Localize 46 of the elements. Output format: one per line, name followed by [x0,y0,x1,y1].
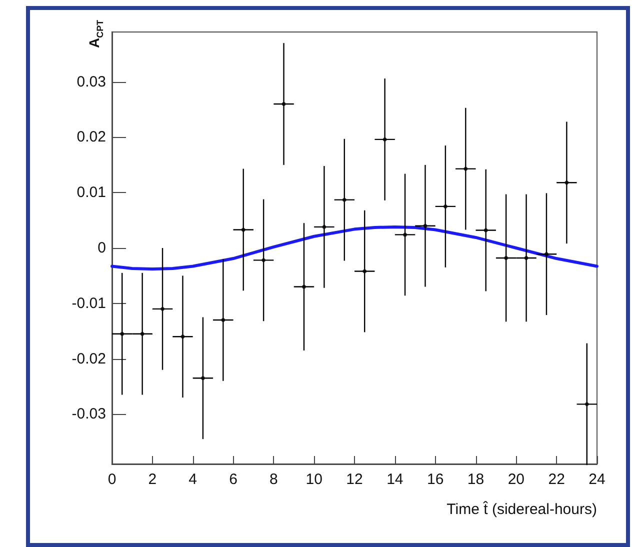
point [504,256,508,260]
x-tick-label: 14 [386,471,404,488]
point [322,224,326,229]
y-tick-label: -0.02 [72,350,106,368]
point [302,284,306,289]
point [382,137,387,142]
point [342,198,346,202]
x-tick-label: 0 [108,471,116,488]
y-tick-label: -0.01 [72,294,106,312]
x-tick-label: 8 [269,471,278,488]
point [241,228,246,232]
y-tick-label: 0.02 [76,128,106,146]
x-tick-label: 2 [148,471,157,488]
point [584,402,589,406]
point [484,228,488,232]
y-tick-label: 0.03 [76,73,106,90]
x-tick-label: 22 [548,471,565,488]
point [160,306,165,311]
point [443,204,448,208]
x-tick-label: 12 [346,471,363,488]
point [423,224,428,228]
x-tick-label: 10 [306,471,322,488]
y-tick-label: 0.01 [76,184,106,202]
x-axis-title: Time t̂ (sidereal-hours) [446,500,597,518]
line-series [110,225,598,271]
y-tick-label: 0 [98,240,106,256]
point [262,258,266,262]
point [120,332,124,336]
point [464,166,468,171]
x-tick-label: 18 [467,471,484,488]
point [362,269,367,274]
point [180,334,185,339]
x-tick-label: 20 [508,471,525,488]
point [403,232,408,237]
point [544,252,548,256]
point [221,318,226,322]
x-tick-label: 6 [229,471,238,488]
x-tick-label: 16 [426,471,444,488]
point [200,376,205,380]
point [140,332,144,336]
point [282,102,286,106]
point [564,180,569,185]
x-tick-label: 4 [188,471,198,488]
x-tick-label: 24 [588,471,606,488]
y-tick-label: -0.03 [72,406,106,423]
point [524,256,528,260]
